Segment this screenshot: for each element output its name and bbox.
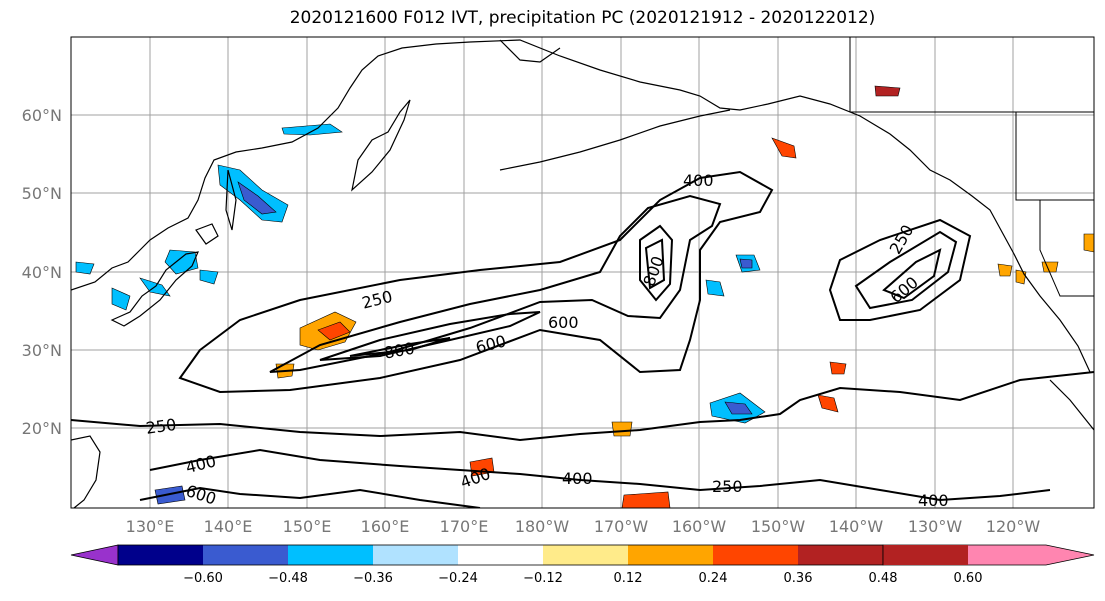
coastline-asia <box>71 41 471 291</box>
colorbar-bin <box>458 545 543 565</box>
ivt-contour-600-east <box>882 248 942 300</box>
coastline-kamchatka <box>351 99 411 192</box>
graticule <box>71 37 1094 508</box>
contour-label: 250 <box>712 477 743 496</box>
lon-label: 130°E <box>126 517 175 536</box>
coastlines <box>71 39 1094 508</box>
map-frame <box>70 36 1095 509</box>
coastline-alaska <box>469 39 1091 373</box>
colorbar-tick-label: −0.24 <box>438 571 478 586</box>
colorbar-bin <box>373 545 458 565</box>
colorbar-tick-label: −0.48 <box>268 571 308 586</box>
colorbar-tick-label: 0.24 <box>699 571 728 586</box>
colorbar-bin <box>713 545 798 565</box>
precip-patch <box>997 263 1013 277</box>
latitude-labels: 20°N 30°N 40°N 50°N 60°N <box>22 106 62 438</box>
ivt-contour-400-south <box>149 448 1051 502</box>
lat-label: 20°N <box>22 419 62 438</box>
precip-patch <box>611 421 633 437</box>
ivt-contours <box>71 170 1094 508</box>
lat-label: 30°N <box>22 341 62 360</box>
contour-label: 600 <box>548 313 579 332</box>
contour-label: 400 <box>683 171 714 190</box>
colorbar-tick-label: 0.36 <box>784 571 813 586</box>
contour-label: 400 <box>562 469 593 488</box>
coastline-philippines <box>71 435 101 508</box>
precip-patch <box>317 321 351 341</box>
colorbar-bin <box>118 545 203 565</box>
coastline-hokkaido <box>195 223 219 245</box>
precip-patch <box>705 279 725 297</box>
lon-label: 140°W <box>829 517 884 536</box>
precip-patch <box>621 491 671 508</box>
lon-label: 170°W <box>594 517 649 536</box>
ivt-contour-800-main <box>349 337 451 357</box>
colorbar-tick-label: −0.12 <box>523 571 563 586</box>
precip-patch <box>829 361 847 375</box>
precipitation-shading <box>75 85 1094 508</box>
colorbar-tick-label: 0.12 <box>614 571 643 586</box>
colorbar-bin <box>798 545 883 565</box>
colorbar-tick-label: −0.36 <box>353 571 393 586</box>
colorbar-tick-label: 0.60 <box>954 571 983 586</box>
precip-patch <box>237 181 277 215</box>
coastline-japan <box>110 251 199 327</box>
ivt-contour-250-east <box>828 218 972 321</box>
lon-label: 180°W <box>515 517 570 536</box>
lon-label: 150°E <box>283 517 332 536</box>
map-title: 2020121600 F012 IVT, precipitation PC (2… <box>289 8 876 28</box>
contour-label: 400 <box>918 491 949 510</box>
precip-patch <box>739 258 753 269</box>
colorbar-bin <box>203 545 288 565</box>
colorbar-bin <box>628 545 713 565</box>
coastline-aleutians <box>499 109 731 171</box>
precip-patch <box>1083 233 1094 253</box>
contour-label: 250 <box>145 415 178 438</box>
ivt-contour-400-main <box>269 194 722 373</box>
precip-patch <box>75 261 95 275</box>
precip-patch <box>724 401 753 415</box>
precip-patch <box>771 137 797 159</box>
ivt-contour-400-east <box>854 230 958 310</box>
lat-label: 50°N <box>22 184 62 203</box>
precip-patch <box>817 394 839 413</box>
lat-label: 40°N <box>22 263 62 282</box>
colorbar-bin <box>288 545 373 565</box>
lon-label: 160°E <box>361 517 410 536</box>
colorbar-min-extension <box>70 544 119 566</box>
ivt-contour-600-lobe <box>639 224 674 302</box>
coastline-sakhalin <box>225 169 237 231</box>
coastline-mexico <box>1049 379 1094 431</box>
precip-patch <box>1041 261 1059 273</box>
ivt-contour-800-lobe <box>644 238 666 290</box>
lon-label: 140°E <box>204 517 253 536</box>
lon-label: 170°E <box>440 517 489 536</box>
colorbar-bin <box>883 545 968 565</box>
lat-label: 60°N <box>22 106 62 125</box>
country-borders <box>849 37 1094 297</box>
ivt-contour-250-south <box>71 371 1094 442</box>
colorbar-tick-labels: −0.60 −0.48 −0.36 −0.24 −0.12 0.12 0.24 … <box>183 571 982 586</box>
colorbar-bin <box>543 545 628 565</box>
lon-label: 150°W <box>751 517 806 536</box>
colorbar-tick-label: −0.60 <box>183 571 223 586</box>
ivt-contour-250-main <box>178 170 774 394</box>
lon-label: 160°W <box>672 517 727 536</box>
coastline-bering <box>499 39 561 63</box>
ivt-contour-600-south <box>139 486 481 508</box>
precip-patch <box>874 85 901 97</box>
precip-patch <box>1015 269 1027 285</box>
precip-patch <box>111 287 131 311</box>
lon-label: 120°W <box>986 517 1041 536</box>
lon-label: 130°W <box>908 517 963 536</box>
colorbar-tick-label: 0.48 <box>869 571 898 586</box>
precip-patch <box>199 269 219 285</box>
longitude-labels: 130°E 140°E 150°E 160°E 170°E 180°W 170°… <box>126 517 1041 536</box>
colorbar: −0.60 −0.48 −0.36 −0.24 −0.12 0.12 0.24 … <box>70 544 1095 586</box>
